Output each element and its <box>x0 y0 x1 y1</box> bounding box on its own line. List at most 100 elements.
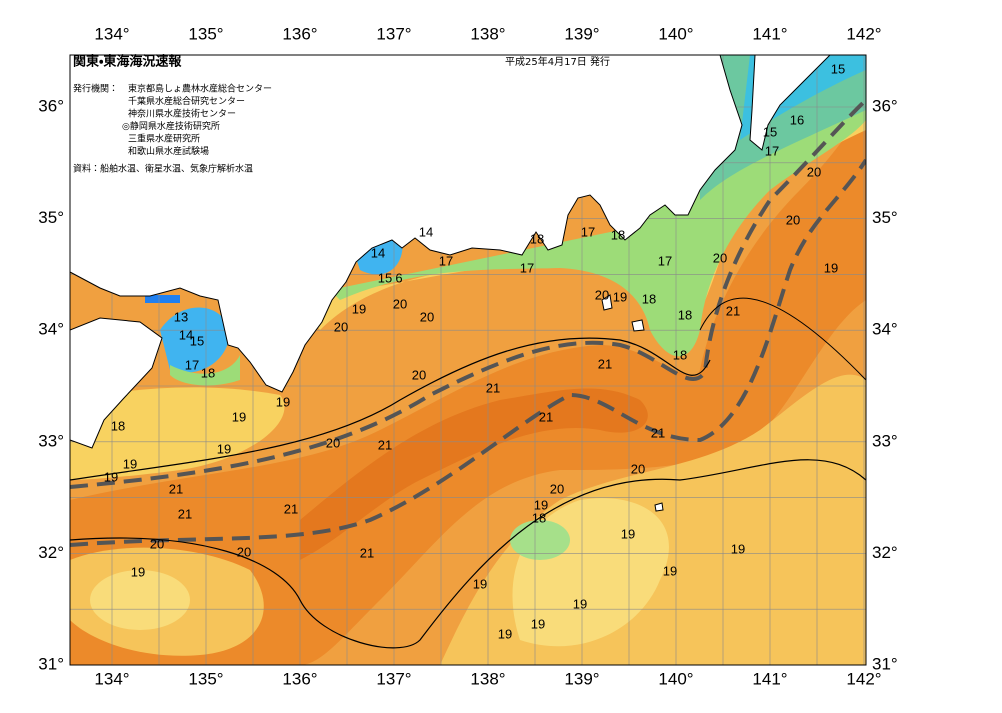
contour-label: 20 <box>420 309 434 324</box>
lat-label: 35° <box>872 208 898 227</box>
title: 関東・東海海況速報 <box>73 54 182 70</box>
contour-label: 21 <box>486 380 500 395</box>
contour-label: 17 <box>581 224 595 239</box>
contour-label: 19 <box>104 469 118 484</box>
contour-label: 18 <box>532 510 546 525</box>
contour-label: 19 <box>613 289 627 304</box>
contour-label: 14 <box>179 327 193 342</box>
lat-label: 33° <box>872 431 898 450</box>
contour-label: 19 <box>573 596 587 611</box>
contour-label: 16 <box>790 112 804 127</box>
contour-label: 19 <box>123 456 137 471</box>
current-axis <box>70 158 866 547</box>
contour-line <box>699 297 866 381</box>
contour-label: 15 <box>763 124 777 139</box>
contour-label: 19 <box>663 563 677 578</box>
lon-label: 138° <box>470 24 505 43</box>
contour-label: 20 <box>550 481 564 496</box>
contour-line <box>70 337 711 481</box>
lat-label: 35° <box>38 208 64 227</box>
contour-label: 17 <box>185 357 199 372</box>
contour-label: 20 <box>807 164 821 179</box>
lon-label: 141° <box>752 24 787 43</box>
graticule <box>70 55 866 665</box>
contour-label: 14 <box>419 224 433 239</box>
contour-label: 18 <box>673 347 687 362</box>
island <box>601 294 613 311</box>
contour-label: 19 <box>621 526 635 541</box>
warm-water <box>70 110 866 665</box>
contour-label: 18 <box>642 291 656 306</box>
contour-label: 21 <box>539 409 553 424</box>
source: 資料：船舶水温、衛星水温、気象庁解析水温 <box>73 163 253 175</box>
coastal-water <box>170 355 240 386</box>
contour-label: 19 <box>498 626 512 641</box>
contour-label: 21 <box>726 303 740 318</box>
contour-label: 17 <box>520 260 534 275</box>
lon-label: 135° <box>188 24 223 43</box>
contour-label: 20 <box>786 212 800 227</box>
contour-label: 20 <box>631 461 645 476</box>
contour-line <box>70 459 866 649</box>
island <box>654 502 664 512</box>
lat-label: 32° <box>38 543 64 562</box>
lon-label: 140° <box>658 669 693 688</box>
contour-label: 18 <box>111 418 125 433</box>
contour-label: 20 <box>393 296 407 311</box>
contour-label: 19 <box>731 541 745 556</box>
bay-water <box>145 295 180 303</box>
contour-label: 15 <box>190 333 204 348</box>
issuer: 和歌山県水産試験場 <box>128 145 209 157</box>
contour-label: 19 <box>217 441 231 456</box>
lat-label: 34° <box>872 320 898 339</box>
contour-label: 21 <box>651 425 665 440</box>
date: 平成25年4月17日 発行 <box>505 55 610 68</box>
contour-label: 21 <box>178 506 192 521</box>
issuer: 東京都島しょ農林水産総合センター <box>128 83 272 95</box>
issuer: 神奈川県水産技術センター <box>128 108 236 120</box>
contour-label: 18 <box>530 231 544 246</box>
lon-label: 140° <box>658 24 693 43</box>
issuer: ◎静岡県水産技術研究所 <box>122 120 220 132</box>
contour-label: 20 <box>412 367 426 382</box>
contour-label: 17 <box>765 143 779 158</box>
contour-label: 17 <box>658 253 672 268</box>
cool-water <box>70 387 285 480</box>
lon-label: 141° <box>752 669 787 688</box>
contour-label: 19 <box>824 260 838 275</box>
lon-label: 136° <box>282 669 317 688</box>
lat-label: 33° <box>38 431 64 450</box>
lon-label: 134° <box>94 24 129 43</box>
lon-label: 136° <box>282 24 317 43</box>
contour-label: 20 <box>326 435 340 450</box>
lat-label: 36° <box>872 96 898 115</box>
issuer: 千葉県水産総合研究センター <box>128 95 245 107</box>
map-frame <box>69 54 867 666</box>
lat-label: 31° <box>38 654 64 673</box>
contour-label: 15 <box>831 61 845 76</box>
contour-label: 13 <box>174 309 188 324</box>
contour-label: 6 <box>395 270 402 285</box>
contour-label: 20 <box>713 250 727 265</box>
shikoku <box>70 317 163 449</box>
contour-label: 18 <box>678 307 692 322</box>
contour-label: 19 <box>531 616 545 631</box>
contour-label: 20 <box>150 536 164 551</box>
lon-label: 137° <box>376 24 411 43</box>
lat-label: 32° <box>872 543 898 562</box>
contour-label: 18 <box>611 227 625 242</box>
lat-label: 34° <box>38 320 64 339</box>
lon-label: 137° <box>376 669 411 688</box>
contour-label: 21 <box>598 356 612 371</box>
lat-label: 31° <box>872 654 898 673</box>
map-area: 15 15 16 17 20 20 19 20 21 17 18 18 18 19 20 18 17 18 17 17… <box>70 55 866 665</box>
coastal-water <box>700 55 866 200</box>
land <box>70 55 831 512</box>
lon-label: 139° <box>564 24 599 43</box>
lon-label: 139° <box>564 669 599 688</box>
boso <box>749 55 831 151</box>
lon-label: 134° <box>94 669 129 688</box>
contour-label: 15 <box>378 270 392 285</box>
lon-label: 142° <box>846 669 881 688</box>
